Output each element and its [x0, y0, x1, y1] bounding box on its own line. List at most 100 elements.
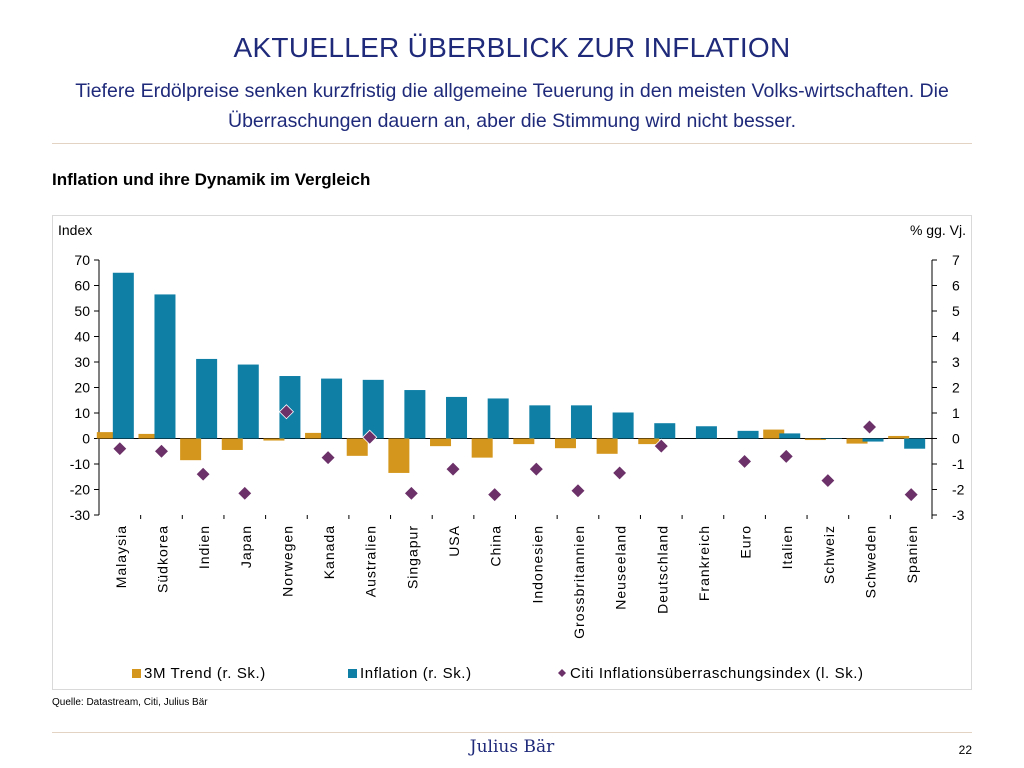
trend-bar: [138, 433, 160, 439]
right-tick-label: 5: [952, 303, 960, 319]
category-label: China: [488, 525, 504, 567]
legend-label: Inflation (r. Sk.): [360, 665, 472, 682]
chart-frame: [52, 215, 972, 690]
trend-bar: [96, 432, 118, 439]
category-label: Singapur: [404, 525, 420, 589]
trend-bar: [596, 438, 618, 454]
inflation-bar: [362, 379, 384, 439]
inflation-bar: [196, 358, 218, 439]
right-tick-label: 2: [952, 380, 960, 396]
trend-bar: [888, 435, 910, 439]
inflation-bar: [737, 430, 759, 439]
legend-label: 3M Trend (r. Sk.): [144, 665, 266, 682]
inflation-bar: [279, 376, 301, 439]
left-tick-label: 10: [74, 405, 90, 421]
surprise-marker: [612, 465, 628, 481]
surprise-marker: [320, 450, 336, 466]
slide-title: AKTUELLER ÜBERBLICK ZUR INFLATION: [233, 32, 791, 63]
left-tick-label: -10: [70, 456, 90, 472]
chart-container: Index% gg. Vj. -30 -20 -10 0 10 20 30 40 50 60 70 -3…: [52, 215, 972, 690]
right-tick-label: -2: [952, 482, 965, 498]
surprise-marker: [778, 448, 794, 464]
inflation-bar: [904, 438, 926, 449]
inflation-bar: [237, 364, 259, 439]
inflation-bar: [321, 378, 343, 439]
trend-bar: [513, 438, 535, 445]
left-tick-label: 40: [74, 329, 90, 345]
legend-swatch: [348, 669, 357, 678]
category-label: Kanada: [321, 525, 337, 579]
slide-subtitle: Tiefere Erdölpreise senken kurzfristig d…: [75, 80, 949, 132]
surprise-marker: [737, 453, 753, 470]
legend-label: Citi Inflationsüberraschungsindex (l. Sk…: [570, 665, 864, 682]
left-axis-label: Index: [58, 222, 92, 238]
right-tick-label: 0: [952, 431, 960, 447]
category-label: Neuseeland: [613, 525, 629, 610]
right-tick-label: 1: [952, 405, 960, 421]
trend-bar: [221, 438, 243, 450]
top-divider: [52, 143, 972, 144]
legend-swatch: [132, 669, 141, 678]
surprise-marker: [528, 461, 544, 477]
trend-bar: [430, 438, 452, 447]
left-tick-label: -30: [70, 507, 90, 523]
left-tick-label: 70: [74, 252, 90, 268]
inflation-bar: [820, 438, 842, 440]
right-axis-label: % gg. Vj.: [910, 222, 966, 238]
category-label: Australien: [363, 525, 379, 597]
category-label: Malaysia: [113, 525, 129, 588]
trend-bar: [804, 438, 826, 441]
surprise-marker: [487, 487, 503, 503]
inflation-bar: [570, 405, 592, 439]
trend-bar: [180, 438, 202, 461]
surprise-marker: [570, 483, 586, 499]
trend-bar: [763, 429, 785, 439]
inflation-bar: [779, 433, 801, 439]
inflation-bar: [612, 412, 634, 439]
category-label: Japan: [238, 525, 254, 568]
surprise-marker: [903, 487, 919, 503]
inflation-bar: [404, 390, 426, 439]
category-label: Spanien: [904, 525, 920, 583]
right-tick-label: 4: [952, 329, 960, 345]
inflation-bar: [529, 405, 551, 439]
right-tick-label: 3: [952, 354, 960, 370]
category-label: Indonesien: [529, 525, 545, 604]
surprise-marker: [362, 429, 378, 445]
inflation-bar: [112, 272, 134, 439]
legend-swatch: [558, 669, 566, 677]
category-label: USA: [446, 525, 462, 557]
right-tick-label: -3: [952, 507, 965, 523]
right-tick-label: -1: [952, 456, 965, 472]
inflation-bar: [446, 396, 468, 439]
trend-bar: [638, 438, 660, 445]
left-tick-label: 50: [74, 303, 90, 319]
category-label: Norwegen: [279, 525, 295, 597]
source-note: Quelle: Datastream, Citi, Julius Bär: [52, 697, 208, 708]
inflation-bar: [487, 398, 509, 439]
surprise-marker: [278, 404, 294, 420]
left-tick-label: 30: [74, 354, 90, 370]
category-label: Italien: [779, 525, 795, 569]
surprise-marker: [820, 473, 836, 489]
left-tick-label: -20: [70, 482, 90, 498]
inflation-bar: [154, 294, 176, 439]
category-label: Indien: [196, 525, 212, 569]
surprise-marker: [403, 485, 419, 501]
surprise-marker: [237, 485, 253, 501]
chart-svg: Index% gg. Vj.-30-20-10010203040506070-3…: [52, 215, 972, 690]
inflation-bar: [862, 438, 884, 442]
trend-bar: [305, 432, 327, 439]
category-label: Grossbritannien: [571, 525, 587, 639]
trend-bar: [388, 438, 410, 473]
trend-bar: [471, 438, 493, 458]
category-label: Deutschland: [654, 525, 670, 614]
category-label: Frankreich: [696, 525, 712, 601]
trend-bar: [554, 438, 576, 449]
trend-bar: [846, 438, 868, 444]
surprise-marker: [153, 443, 170, 459]
left-tick-label: 60: [74, 278, 90, 294]
surprise-marker: [445, 461, 461, 477]
category-label: Schweiz: [821, 525, 837, 584]
right-tick-label: 6: [952, 278, 960, 294]
